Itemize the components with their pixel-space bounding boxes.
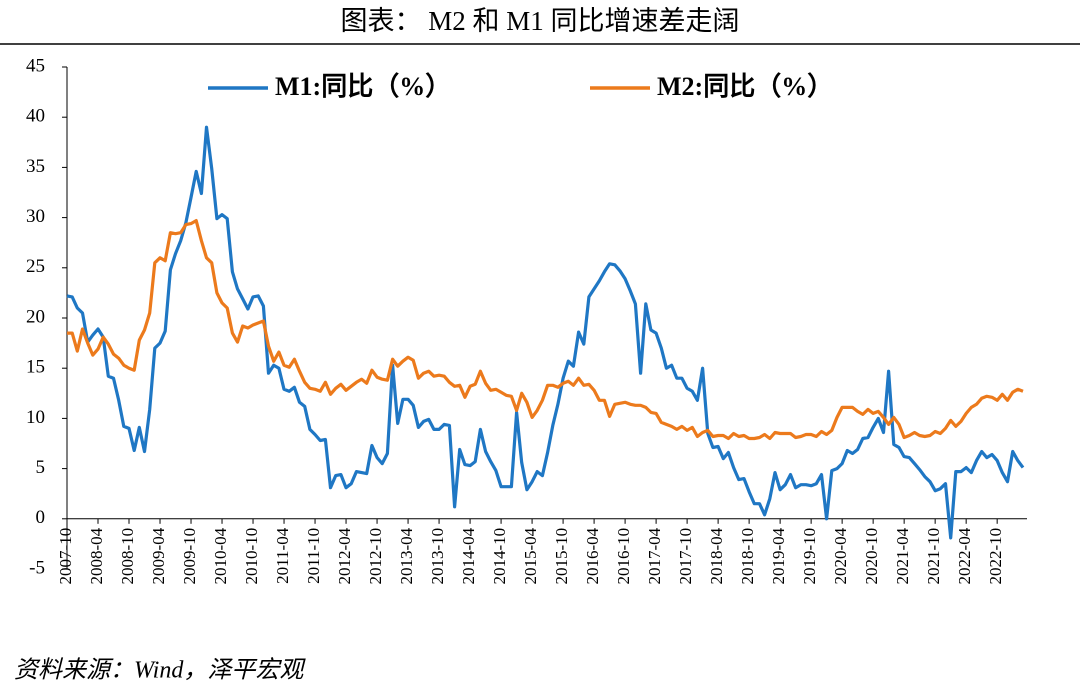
x-tick-label: 2008-10	[118, 528, 137, 585]
x-tick-label: 2010-10	[242, 528, 261, 585]
series-line	[66, 125, 1025, 540]
y-tick-label: 10	[26, 407, 45, 428]
x-tick-label: 2019-04	[769, 527, 788, 584]
source-note: 资料来源：Wind，泽平宏观	[14, 657, 306, 684]
x-tick-label: 2022-04	[955, 527, 974, 584]
x-tick-label: 2018-04	[707, 527, 726, 584]
x-tick-label: 2014-04	[459, 527, 478, 584]
y-tick-label: -5	[29, 557, 45, 578]
x-tick-label: 2021-10	[924, 528, 943, 585]
x-tick-label: 2017-04	[645, 527, 664, 584]
y-tick-label: 15	[26, 357, 45, 378]
x-tick-label: 2015-04	[521, 527, 540, 584]
x-tick-label: 2016-10	[614, 528, 633, 585]
x-tick-label: 2013-04	[397, 527, 416, 584]
x-tick-label: 2014-10	[490, 528, 509, 585]
y-tick-label: 40	[26, 106, 45, 127]
x-tick-label: 2020-10	[862, 528, 881, 585]
x-tick-label: 2020-04	[831, 527, 850, 584]
x-tick-label: 2009-04	[149, 527, 168, 584]
y-tick-label: 45	[26, 55, 45, 76]
x-tick-label: 2009-10	[180, 528, 199, 585]
x-tick-label: 2016-04	[583, 527, 602, 584]
y-tick-label: 5	[36, 457, 46, 478]
y-tick-label: 20	[26, 306, 45, 327]
x-tick-label: 2015-10	[552, 528, 571, 585]
chart-title: 图表： M2 和 M1 同比增速差走阔	[340, 6, 739, 36]
legend-label: M1:同比（%）	[275, 72, 451, 101]
x-tick-label: 2018-10	[738, 528, 757, 585]
x-tick-label: 2012-04	[335, 527, 354, 584]
y-tick-label: 25	[26, 256, 45, 277]
x-tick-label: 2017-10	[676, 528, 695, 585]
x-tick-label: 2007-10	[56, 528, 75, 585]
x-tick-label: 2008-04	[87, 527, 106, 584]
y-tick-label: 30	[26, 206, 45, 227]
x-tick-label: 2022-10	[986, 528, 1005, 585]
legend-label: M2:同比（%）	[657, 72, 833, 101]
x-tick-label: 2021-04	[893, 527, 912, 584]
x-tick-label: 2012-10	[366, 528, 385, 585]
x-tick-label: 2010-04	[211, 527, 230, 584]
series-line	[67, 219, 1024, 441]
y-tick-label: 35	[26, 156, 45, 177]
x-tick-label: 2011-10	[304, 528, 323, 584]
x-tick-label: 2019-10	[800, 528, 819, 585]
x-tick-label: 2011-04	[273, 527, 292, 584]
x-tick-label: 2013-10	[428, 528, 447, 585]
y-tick-label: 0	[36, 507, 46, 528]
